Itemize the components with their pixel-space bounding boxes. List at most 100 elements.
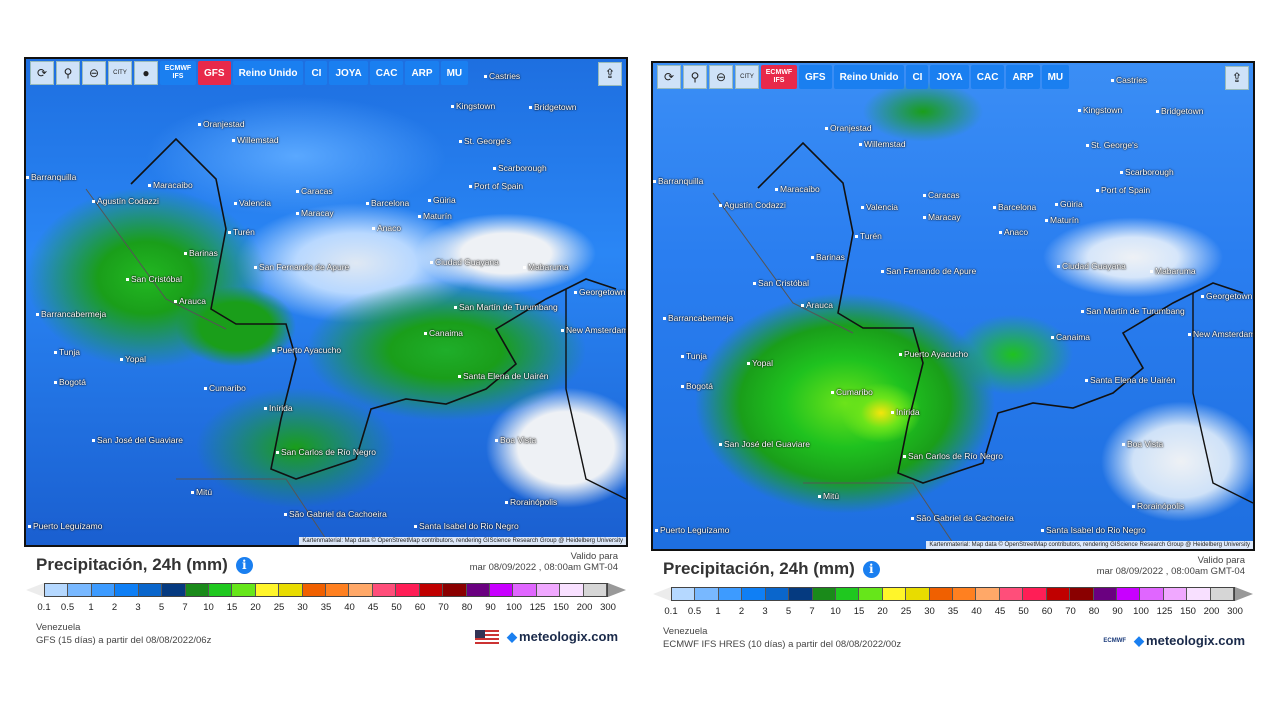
- meteologix-logo[interactable]: meteologix.com: [507, 629, 618, 645]
- city-label: Valencia: [861, 202, 898, 212]
- city-toggle-button[interactable]: CITY: [735, 65, 759, 89]
- city-label: San Martín de Turumbang: [454, 302, 558, 312]
- city-label: Yopal: [747, 358, 773, 368]
- precipitation-map[interactable]: ⟳ ⚲ ⊖ CITY ECMWF IFS GFS Reino Unido CI …: [651, 61, 1255, 551]
- scale-tick-label: 125: [1156, 606, 1173, 617]
- model-mu[interactable]: MU: [1041, 65, 1070, 89]
- country-borders: [85, 137, 626, 540]
- city-label: New Amsterdam: [1188, 329, 1253, 339]
- city-label: Yopal: [120, 354, 146, 364]
- model-arp[interactable]: ARP: [405, 61, 439, 85]
- model-gfs[interactable]: GFS: [198, 61, 231, 85]
- zoom-out-icon[interactable]: ⊖: [82, 61, 106, 85]
- scale-swatch: [91, 584, 116, 596]
- city-label: Barinas: [811, 252, 845, 262]
- precipitation-map[interactable]: ⟳ ⚲ ⊖ CITY ● ECMWF IFS GFS Reino Unido C…: [24, 57, 628, 547]
- city-label: Kingstown: [1078, 105, 1122, 115]
- model-cac[interactable]: CAC: [369, 61, 404, 85]
- city-label: Güiria: [1055, 199, 1083, 209]
- location-pin-icon[interactable]: ⚲: [56, 61, 80, 85]
- scale-tick-label: 70: [438, 602, 449, 613]
- scale-tick-label: 100: [1133, 606, 1149, 617]
- scale-tick-label: 1: [88, 602, 94, 613]
- info-icon[interactable]: i: [862, 560, 880, 578]
- city-label: Santa Isabel do Rio Negro: [1041, 525, 1146, 535]
- scale-tick-label: 25: [273, 602, 285, 613]
- model-ci[interactable]: CI: [906, 65, 929, 89]
- model-cac[interactable]: CAC: [970, 65, 1005, 89]
- legend-title: Precipitación, 24h (mm): [36, 555, 228, 574]
- city-label: Mabaruma: [1150, 266, 1196, 276]
- city-label: San Martín de Turumbang: [1081, 306, 1185, 316]
- valid-time: Valido para mar 08/09/2022 , 08:00am GMT-…: [469, 551, 618, 573]
- scale-tick-label: 15: [853, 606, 865, 617]
- city-label: Barrancabermeja: [663, 313, 733, 323]
- city-label: Rorainópolis: [1132, 501, 1184, 511]
- info-icon[interactable]: i: [235, 556, 253, 574]
- scale-swatch: [929, 588, 954, 600]
- scale-tick-label: 60: [414, 602, 426, 613]
- scale-swatch: [765, 588, 790, 600]
- city-label: Santa Isabel do Rio Negro: [414, 521, 519, 531]
- city-label: Barrancabermeja: [36, 309, 106, 319]
- model-arp[interactable]: ARP: [1006, 65, 1040, 89]
- city-label: Oranjestad: [825, 123, 872, 133]
- meteologix-logo[interactable]: meteologix.com: [1134, 633, 1245, 649]
- scale-tick-label: 0.5: [60, 602, 75, 613]
- model-ci[interactable]: CI: [305, 61, 328, 85]
- refresh-icon[interactable]: ⟳: [30, 61, 54, 85]
- city-label: Mabaruma: [523, 262, 569, 272]
- scale-swatch: [372, 584, 397, 596]
- city-label: Santa Elena de Uairén: [1085, 375, 1176, 385]
- region-label: Venezuela: [663, 626, 708, 637]
- city-label: Maracay: [296, 208, 334, 218]
- model-reino-unido[interactable]: Reino Unido: [232, 61, 304, 85]
- map-attribution: Kartenmaterial: Map data © OpenStreetMap…: [926, 541, 1253, 549]
- refresh-icon[interactable]: ⟳: [657, 65, 681, 89]
- city-label: Willemstad: [859, 139, 906, 149]
- city-label: San Carlos de Río Negro: [903, 451, 1003, 461]
- scale-tick-label: 90: [1112, 606, 1123, 617]
- city-label: Agustín Codazzi: [92, 196, 159, 206]
- scale-swatch: [419, 584, 444, 596]
- model-info: GFS (15 días) a partir del 08/08/2022/06…: [36, 635, 212, 646]
- share-icon[interactable]: ⇪: [598, 62, 622, 86]
- model-ecmwf-ifs[interactable]: ECMWF IFS: [761, 65, 797, 89]
- city-label: Puerto Ayacucho: [272, 345, 341, 355]
- model-joya[interactable]: JOYA: [930, 65, 969, 89]
- scale-tick-label: 45: [994, 606, 1006, 617]
- share-icon[interactable]: ⇪: [1225, 66, 1249, 90]
- scale-swatch: [1187, 588, 1211, 600]
- scale-swatch: [1140, 588, 1164, 600]
- city-label: Georgetown: [1201, 291, 1252, 301]
- city-label: Scarborough: [1120, 167, 1174, 177]
- scale-swatch: [953, 588, 977, 600]
- city-label: Boa Vista: [1122, 439, 1163, 449]
- city-label: Ciudad Guayana: [1057, 261, 1126, 271]
- city-label: San Cristóbal: [126, 274, 182, 284]
- city-label: Barinas: [184, 248, 218, 258]
- valid-time: Valido para mar 08/09/2022 , 08:00am GMT-…: [1096, 555, 1245, 577]
- balloon-icon[interactable]: ●: [134, 61, 158, 85]
- city-toggle-button[interactable]: CITY: [108, 61, 132, 85]
- location-pin-icon[interactable]: ⚲: [683, 65, 707, 89]
- city-label: Agustín Codazzi: [719, 200, 786, 210]
- city-label: Puerto Leguízamo: [655, 525, 729, 535]
- scale-tick-label: 35: [320, 602, 332, 613]
- model-reino-unido[interactable]: Reino Unido: [833, 65, 905, 89]
- city-label: Turén: [228, 227, 255, 237]
- scale-tick-label: 5: [158, 602, 165, 613]
- scale-swatch: [138, 584, 163, 596]
- scale-swatch: [1046, 588, 1071, 600]
- city-label: Maracaibo: [775, 184, 820, 194]
- scale-tick-label: 20: [250, 602, 261, 613]
- scale-tick-label: 10: [203, 602, 214, 613]
- city-label: Arauca: [174, 296, 206, 306]
- model-mu[interactable]: MU: [440, 61, 469, 85]
- zoom-out-icon[interactable]: ⊖: [709, 65, 733, 89]
- model-joya[interactable]: JOYA: [329, 61, 368, 85]
- scale-swatch: [1117, 588, 1141, 600]
- model-ecmwf-ifs[interactable]: ECMWF IFS: [160, 61, 196, 85]
- scale-tick-label: 0.1: [664, 606, 678, 617]
- model-gfs[interactable]: GFS: [799, 65, 832, 89]
